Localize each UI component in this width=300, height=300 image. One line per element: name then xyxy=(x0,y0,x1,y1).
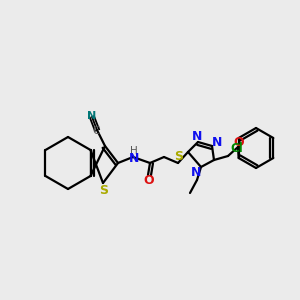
Text: N: N xyxy=(192,130,202,143)
Text: N: N xyxy=(87,111,97,121)
Text: S: S xyxy=(100,184,109,196)
Text: N: N xyxy=(129,152,139,166)
Text: Cl: Cl xyxy=(230,142,243,154)
Text: O: O xyxy=(144,175,154,188)
Text: C: C xyxy=(92,126,100,136)
Text: N: N xyxy=(191,166,201,178)
Text: N: N xyxy=(212,136,222,148)
Text: O: O xyxy=(234,136,244,148)
Text: S: S xyxy=(175,149,184,163)
Text: H: H xyxy=(130,146,138,156)
